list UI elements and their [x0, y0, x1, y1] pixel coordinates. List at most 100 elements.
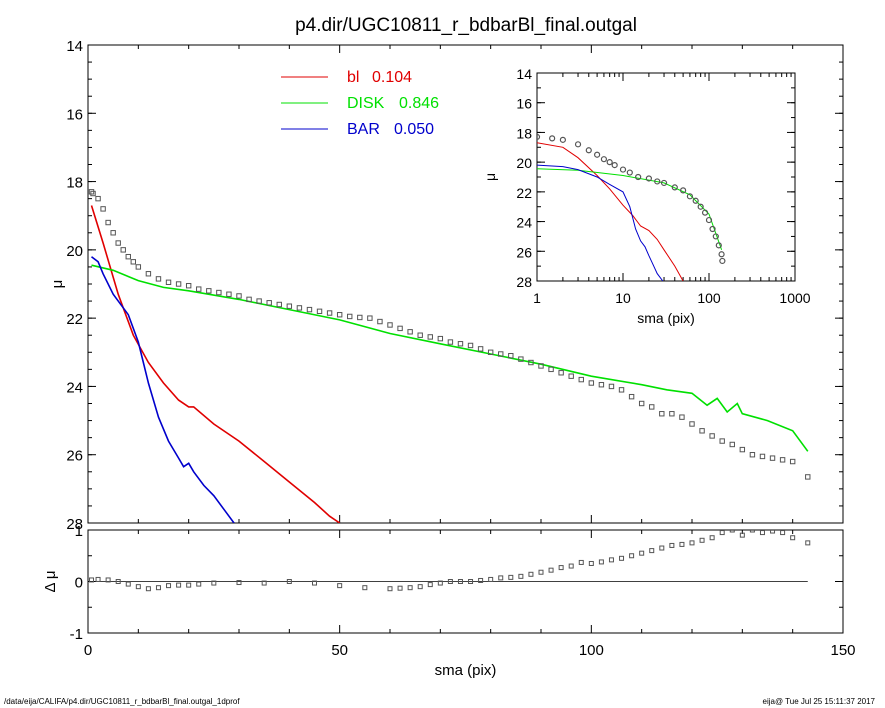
data-point	[468, 579, 474, 584]
data-point	[719, 530, 725, 536]
data-point	[618, 387, 625, 393]
data-point	[619, 555, 625, 561]
data-point	[417, 584, 423, 590]
inset-series	[537, 133, 726, 281]
y-tick-label: 26	[516, 244, 532, 260]
x-tick-label: 50	[331, 642, 348, 659]
data-point	[95, 195, 101, 202]
data-point	[145, 271, 152, 277]
legend-label-bl: bl	[347, 69, 359, 86]
data-point	[447, 579, 453, 584]
data-point	[686, 193, 694, 200]
data-point	[574, 141, 582, 148]
data-point	[769, 455, 776, 461]
data-point	[619, 166, 627, 173]
y-tick-label: 24	[516, 215, 532, 231]
y-tick-label: 28	[516, 274, 532, 290]
data-point	[312, 580, 317, 586]
data-point	[120, 247, 126, 253]
data-point	[659, 411, 665, 417]
x-tick-label: 0	[84, 642, 92, 659]
data-point	[692, 197, 699, 204]
data-point	[671, 184, 678, 191]
y-tick-label: 28	[66, 516, 83, 533]
data-point	[528, 359, 534, 366]
data-point	[770, 530, 776, 534]
y-tick-label: 20	[66, 243, 83, 260]
y-tick-label: 16	[66, 106, 83, 123]
data-point	[559, 136, 566, 143]
data-point	[805, 540, 811, 546]
data-point	[719, 257, 726, 265]
data-point	[749, 452, 756, 458]
data-point	[196, 286, 202, 292]
x-tick-label: 1000	[779, 290, 810, 306]
data-point	[135, 584, 141, 590]
data-point	[477, 346, 484, 352]
data-point	[645, 175, 652, 182]
data-point	[715, 242, 722, 249]
data-point	[558, 370, 564, 376]
data-point	[578, 376, 584, 383]
data-point	[600, 156, 608, 163]
data-point	[110, 230, 116, 236]
data-point	[135, 264, 142, 270]
data-point	[568, 563, 574, 569]
y-tick-label: 18	[66, 175, 83, 192]
x-axis-label: sma (pix)	[637, 310, 695, 326]
data-point	[719, 438, 725, 444]
y-tick-label: 20	[516, 155, 532, 171]
data-point	[387, 586, 393, 592]
data-point	[679, 541, 685, 547]
y-axis-label: μ	[482, 173, 498, 181]
data-point	[568, 373, 574, 379]
x-tick-label: 150	[830, 642, 855, 659]
y-tick-label: 26	[66, 448, 83, 465]
data-point	[89, 577, 95, 583]
x-axis-label: sma (pix)	[435, 662, 497, 679]
data-point	[457, 579, 463, 584]
y-axis-label: μ	[49, 280, 66, 289]
data-point	[145, 586, 151, 592]
data-point	[789, 458, 796, 465]
data-point	[261, 580, 267, 586]
data-point	[130, 259, 137, 265]
data-point	[467, 342, 474, 349]
data-point	[585, 147, 592, 154]
data-point	[236, 580, 242, 586]
data-point	[206, 288, 212, 294]
data-point	[606, 159, 613, 166]
x-tick-label: 10	[615, 290, 631, 306]
data-point	[427, 582, 433, 588]
data-point	[407, 329, 413, 335]
y-tick-label: -1	[70, 626, 83, 643]
data-point	[558, 565, 564, 571]
data-point	[326, 310, 333, 316]
data-point	[166, 583, 172, 589]
data-point	[654, 178, 661, 185]
data-point	[805, 474, 811, 480]
data-point	[236, 293, 242, 299]
data-point	[488, 576, 494, 582]
data-point	[689, 421, 695, 427]
data-point	[437, 335, 444, 342]
data-point	[125, 253, 131, 260]
data-point	[266, 300, 272, 306]
data-point	[549, 135, 556, 142]
data-point	[306, 306, 313, 313]
data-point	[226, 291, 232, 297]
data-point	[437, 580, 443, 586]
data-point	[518, 573, 524, 579]
y-tick-label: 1	[75, 523, 83, 540]
data-point	[427, 334, 433, 340]
data-point	[759, 530, 765, 536]
data-point	[387, 322, 393, 328]
series-line-disk	[91, 264, 809, 452]
data-point	[638, 400, 645, 407]
data-point	[377, 318, 383, 325]
data-point	[626, 169, 633, 176]
data-point	[528, 571, 534, 577]
residual-series	[89, 530, 811, 592]
